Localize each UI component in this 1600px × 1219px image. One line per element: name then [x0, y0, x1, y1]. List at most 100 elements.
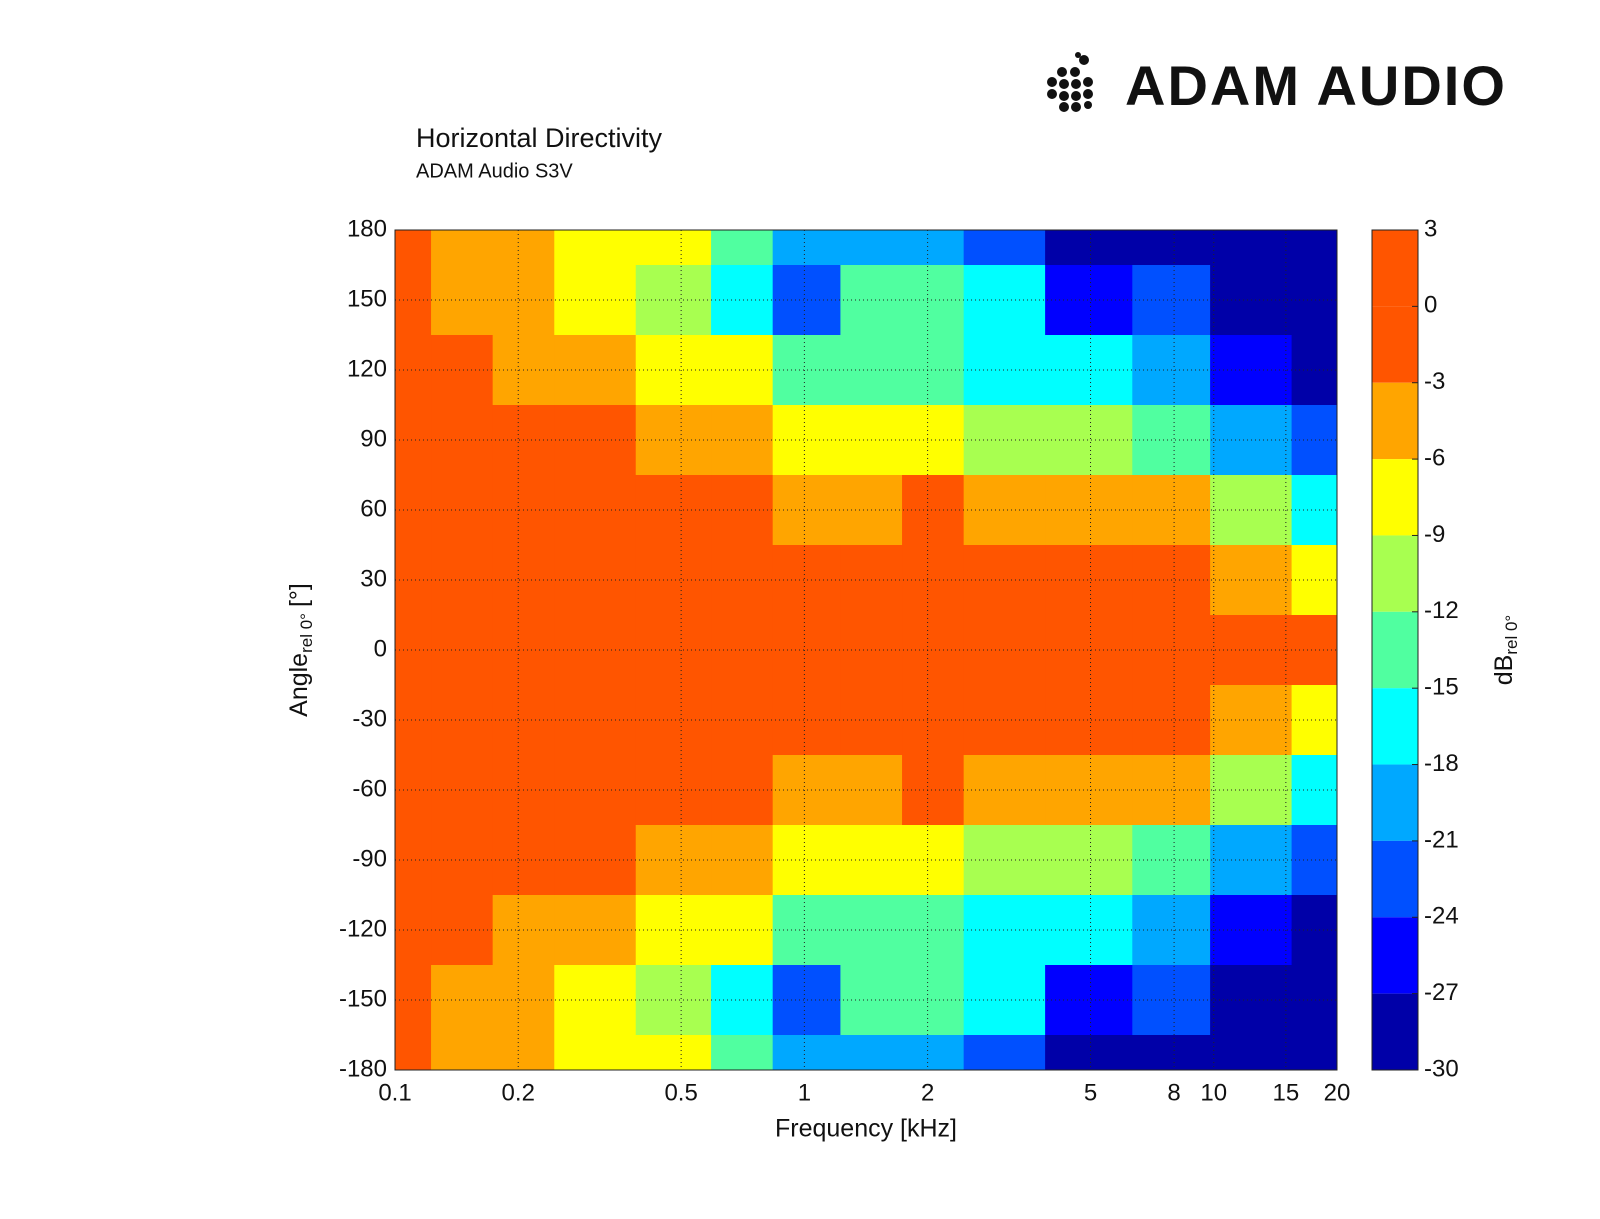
heatmap-cell	[395, 965, 432, 1036]
y-tick-label: 150	[347, 285, 387, 312]
y-tick-label: -90	[352, 845, 387, 872]
y-tick-label: 120	[347, 355, 387, 382]
colorbar-tick-label: -24	[1424, 903, 1459, 930]
heatmap-cell	[772, 1035, 841, 1070]
heatmap-cell	[711, 755, 774, 826]
heatmap-cell	[431, 405, 494, 476]
heatmap-cell	[902, 965, 965, 1036]
colorbar-bin	[1372, 764, 1418, 841]
colorbar-bin	[1372, 688, 1418, 765]
colorbar-label: dBrel 0°	[1490, 615, 1522, 685]
heatmap-cell	[395, 685, 432, 756]
heatmap-cell	[711, 545, 774, 616]
x-tick-label: 10	[1200, 1079, 1227, 1106]
heatmap-cell	[431, 475, 494, 546]
plot-frame	[394, 229, 1338, 1071]
colorbar-tick-label: 0	[1424, 292, 1437, 319]
heatmap-cell	[902, 265, 965, 336]
heatmap-cell	[772, 475, 841, 546]
heatmap-cell	[431, 265, 494, 336]
colorbar-tick-label: -21	[1424, 826, 1459, 853]
heatmap-cell	[635, 1035, 712, 1070]
colorbar-bin	[1372, 230, 1418, 307]
heatmap-cell	[635, 405, 712, 476]
heatmap-cell	[1045, 1035, 1133, 1070]
heatmap-cell	[635, 825, 712, 896]
heatmap-cell	[431, 545, 494, 616]
heatmap-cell	[431, 825, 494, 896]
x-tick-label: 20	[1324, 1079, 1351, 1106]
heatmap-cell	[902, 1035, 965, 1070]
heatmap-cell	[1132, 1035, 1211, 1070]
y-tick-label: 30	[360, 565, 387, 592]
heatmap-cell	[635, 615, 712, 686]
heatmap-cell	[963, 1035, 1046, 1070]
heatmap-cell	[554, 230, 637, 266]
colorbar-bin	[1372, 917, 1418, 994]
heatmap-cell	[711, 1035, 774, 1070]
heatmap-cell	[963, 230, 1046, 266]
heatmap-cell	[395, 545, 432, 616]
heatmap-cell	[635, 545, 712, 616]
y-label-suffix: [°]	[285, 583, 313, 607]
colorbar-bin	[1372, 459, 1418, 536]
heatmap-cell	[635, 685, 712, 756]
heatmap-cell	[840, 230, 903, 266]
chart-subtitle: ADAM Audio S3V	[416, 160, 573, 182]
heatmap-cell	[395, 825, 432, 896]
heatmap-cell	[711, 895, 774, 966]
heatmap-cell	[772, 965, 841, 1036]
y-tick-label: -150	[339, 985, 387, 1012]
heatmap-cell	[711, 825, 774, 896]
heatmap-cell	[711, 965, 774, 1036]
heatmap-cell	[711, 405, 774, 476]
heatmap-cell	[840, 1035, 903, 1070]
heatmap-cell	[431, 230, 494, 266]
heatmap-cell	[711, 685, 774, 756]
x-tick-label: 0.1	[378, 1079, 411, 1106]
y-tick-label: 90	[360, 425, 387, 452]
heatmap	[395, 230, 1337, 1070]
heatmap-cell	[431, 1035, 494, 1070]
heatmap-cell	[635, 755, 712, 826]
chart-title: Horizontal Directivity	[416, 123, 663, 153]
x-axis-label: Frequency [kHz]	[775, 1115, 957, 1143]
heatmap-cell	[431, 965, 494, 1036]
heatmap-cell	[395, 895, 432, 966]
heatmap-cell	[395, 230, 432, 266]
heatmap-cell	[711, 265, 774, 336]
y-tick-label: 60	[360, 495, 387, 522]
y-tick-label: -180	[339, 1055, 387, 1082]
heatmap-cell	[635, 335, 712, 406]
heatmap-cell	[395, 335, 432, 406]
heatmap-cell	[772, 265, 841, 336]
heatmap-cell	[554, 1035, 637, 1070]
y-axis-label: Anglerel 0° [°]	[285, 583, 317, 717]
heatmap-cell	[492, 230, 555, 266]
heatmap-cell	[395, 755, 432, 826]
heatmap-cell	[772, 685, 841, 756]
x-tick-label: 0.2	[502, 1079, 535, 1106]
heatmap-cell	[772, 895, 841, 966]
heatmap-cell	[395, 615, 432, 686]
heatmap-cell	[711, 335, 774, 406]
colorbar-tick-label: -30	[1424, 1055, 1459, 1082]
heatmap-cell	[431, 895, 494, 966]
colorbar-bin	[1372, 535, 1418, 612]
heatmap-cell	[772, 825, 841, 896]
colorbar-tick-label: -3	[1424, 368, 1445, 395]
colorbar-label-sub: rel 0°	[1502, 615, 1521, 655]
heatmap-cell	[772, 405, 841, 476]
heatmap-cell	[1291, 230, 1337, 266]
heatmap-cell	[635, 895, 712, 966]
colorbar-tick-label: -15	[1424, 674, 1459, 701]
y-tick-label: -60	[352, 775, 387, 802]
heatmap-cell	[902, 685, 965, 756]
colorbar-tick-label: 3	[1424, 215, 1437, 242]
logo-icon	[1047, 52, 1093, 112]
heatmap-cell	[431, 755, 494, 826]
x-tick-label: 15	[1273, 1079, 1300, 1106]
heatmap-cell	[772, 230, 841, 266]
x-tick-label: 2	[921, 1079, 934, 1106]
y-tick-label: -30	[352, 705, 387, 732]
